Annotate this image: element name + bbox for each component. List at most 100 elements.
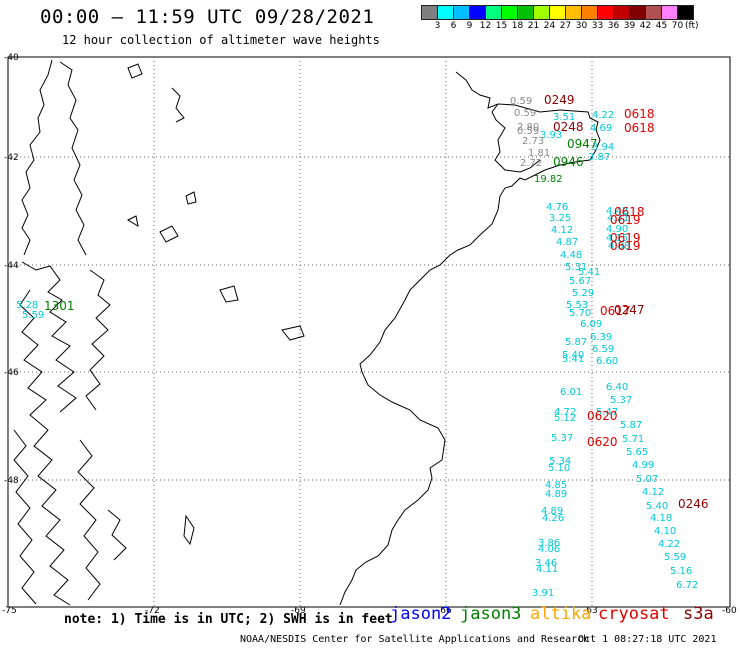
- pass-time-label: 0620: [587, 435, 618, 449]
- lat-label: -44: [4, 261, 19, 271]
- wave-height-value: 5.67: [569, 276, 591, 287]
- wave-height-value: 4.12: [551, 225, 573, 236]
- pass-time-label: 0617: [600, 304, 631, 318]
- wave-height-value: 4.69: [590, 123, 612, 134]
- footer-note: note: 1) Time is in UTC; 2) SWH is in fe…: [64, 612, 393, 627]
- pass-time-label: 0618: [614, 205, 645, 219]
- wave-height-value: 4.90: [606, 224, 628, 235]
- wave-height-value: 5.31: [565, 262, 587, 273]
- lat-label: -48: [4, 476, 19, 486]
- wave-height-value: 2.80: [517, 122, 539, 133]
- colorbar: [421, 5, 694, 20]
- colorbar-label: 36: [607, 21, 620, 31]
- wave-height-value: 3.93: [540, 130, 562, 141]
- map-subtitle: 12 hour collection of altimeter wave hei…: [62, 33, 380, 47]
- latitude-labels: -40 -42 -44 -46 -48: [4, 53, 19, 486]
- wave-height-value: 5.71: [622, 434, 644, 445]
- pass-time-label: 0247: [614, 303, 645, 317]
- lon-label: -60: [722, 606, 737, 616]
- wave-height-value: 0.59: [514, 108, 536, 119]
- pass-time-label: 0620: [587, 409, 618, 423]
- pass-time-label: 0618: [624, 121, 655, 135]
- lon-label: -69: [291, 606, 306, 616]
- wave-height-value: 6.60: [596, 356, 618, 367]
- observation-labels: 0.59 0249 0.59 3.51 4.22 0618 2.80 0248 4.69 0618…: [16, 93, 709, 599]
- colorbar-label: 9: [466, 21, 473, 31]
- pass-time-label: 0619: [610, 239, 641, 253]
- wave-height-value: 5.40: [562, 350, 584, 361]
- lat-label: -40: [4, 53, 19, 63]
- colorbar-label: 42: [639, 21, 652, 31]
- wave-height-value: 5.29: [572, 288, 594, 299]
- wave-height-value: 2.72: [520, 158, 542, 169]
- plot-frame: [7, 56, 731, 608]
- wave-height-value: 6.09: [580, 319, 602, 330]
- wave-height-value: 5.87: [565, 337, 587, 348]
- wave-height-value: 3.46: [535, 558, 557, 569]
- wave-height-value: 4.22: [592, 110, 614, 121]
- pass-time-label: 0248: [553, 120, 584, 134]
- pass-time-label: 0249: [544, 93, 575, 107]
- wave-height-value: 5.28: [16, 300, 38, 311]
- wave-height-value: 5.12: [554, 413, 576, 424]
- colorbar-label: 18: [511, 21, 524, 31]
- satellite-legend-s3a: s3a: [683, 604, 714, 624]
- wave-height-value: 4.99: [632, 460, 654, 471]
- colorbar-label: 39: [623, 21, 636, 31]
- wave-height-value: 5.65: [626, 447, 648, 458]
- wave-height-value: 4.42: [606, 206, 628, 217]
- wave-height-value: 4.11: [536, 564, 558, 575]
- wave-height-value: 4.76: [546, 202, 568, 213]
- lon-label: -72: [145, 606, 160, 616]
- wave-height-value: 6.72: [676, 580, 698, 591]
- colorbar-label: 12: [479, 21, 492, 31]
- colorbar-swatch: [677, 5, 694, 20]
- wave-height-value: 2.73: [522, 136, 544, 147]
- coastline: [13, 59, 601, 606]
- longitude-labels: -75 -72 -69 -66 -63 -60: [2, 606, 737, 616]
- colorbar-label: 30: [575, 21, 588, 31]
- pass-time-label: 0618: [624, 107, 655, 121]
- wave-height-value: 5.16: [670, 566, 692, 577]
- wave-height-value: 3.51: [553, 112, 575, 123]
- lon-label: -75: [2, 606, 17, 616]
- wave-height-value: 5.07: [636, 474, 658, 485]
- wave-height-value: 5.47: [596, 407, 618, 418]
- wave-height-value: 4.21: [607, 213, 629, 224]
- colorbar-label: 6: [450, 21, 457, 31]
- colorbar-label: 24: [543, 21, 556, 31]
- wave-height-value: 4.15: [606, 233, 628, 244]
- wave-height-value: 4.10: [654, 526, 676, 537]
- pass-time-label: 0246: [678, 497, 709, 511]
- wave-height-value: 5.37: [610, 395, 632, 406]
- wave-height-value: 0.59: [510, 96, 532, 107]
- wave-height-value: 4.12: [642, 487, 664, 498]
- satellite-legend-jason2: jason2: [390, 604, 452, 624]
- wave-height-value: 5.41: [562, 354, 584, 365]
- colorbar-label: 3: [434, 21, 441, 31]
- wave-height-value: 5.41: [578, 267, 600, 278]
- wave-height-value: 4.06: [538, 544, 560, 555]
- wave-height-value: 6.39: [590, 332, 612, 343]
- wave-height-value: 4.89: [541, 506, 563, 517]
- pass-time-label: 0619: [610, 213, 641, 227]
- wave-height-value: 6.01: [560, 387, 582, 398]
- wave-height-value: 4.85: [545, 480, 567, 491]
- wave-height-value: 4.89: [545, 489, 567, 500]
- wave-height-value: 3.87: [588, 152, 610, 163]
- wave-height-value: 3.94: [592, 142, 614, 153]
- satellite-legend-altika: altika: [530, 604, 592, 624]
- colorbar-label: 45: [655, 21, 668, 31]
- wave-height-value: 5.87: [620, 420, 642, 431]
- wave-height-value: 5.59: [22, 310, 44, 321]
- wave-height-value: 6.40: [606, 382, 628, 393]
- satellite-legend-jason3: jason3: [460, 604, 522, 624]
- pass-time-label: 0947: [567, 137, 598, 151]
- wave-height-value: 4.48: [560, 250, 582, 261]
- generated-timestamp: Oct 1 08:27:18 UTC 2021: [578, 634, 717, 645]
- satellite-legend-cryosat: cryosat: [598, 604, 670, 624]
- lon-label: -63: [583, 606, 598, 616]
- lat-label: -46: [4, 368, 19, 378]
- colorbar-label: 33: [591, 21, 604, 31]
